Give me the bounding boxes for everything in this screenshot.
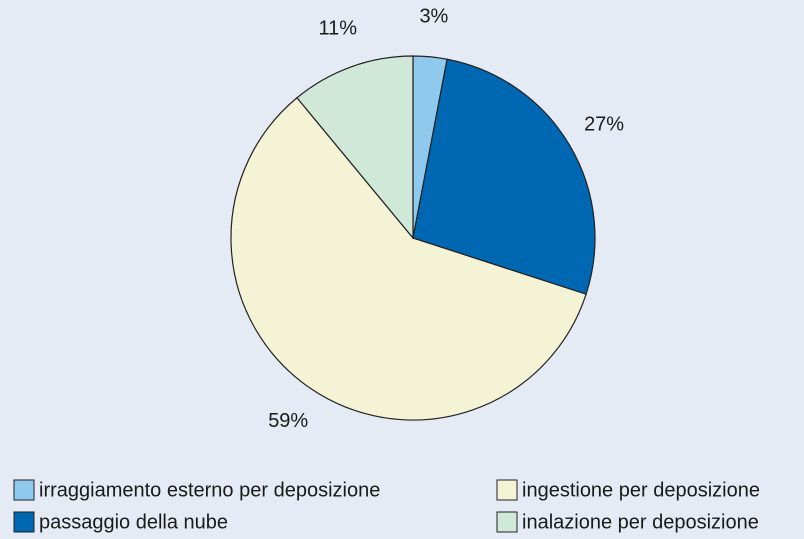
legend-label: irraggiamento esterno per deposizione bbox=[39, 479, 380, 501]
pie-slice bbox=[412, 58, 596, 295]
legend-label: ingestione per deposizione bbox=[522, 479, 760, 501]
legend-swatch bbox=[13, 511, 35, 533]
data-label: 59% bbox=[268, 410, 308, 432]
pie-slice bbox=[230, 96, 587, 421]
legend-swatch bbox=[13, 479, 35, 501]
legend-swatch bbox=[496, 479, 518, 501]
legend-swatch bbox=[496, 511, 518, 533]
data-label: 3% bbox=[419, 5, 448, 27]
pie-slice bbox=[296, 55, 414, 240]
legend-label: passaggio della nube bbox=[39, 511, 228, 533]
data-label: 27% bbox=[584, 113, 624, 135]
data-label: 11% bbox=[319, 17, 358, 39]
legend-label: inalazione per deposizione bbox=[522, 511, 759, 533]
